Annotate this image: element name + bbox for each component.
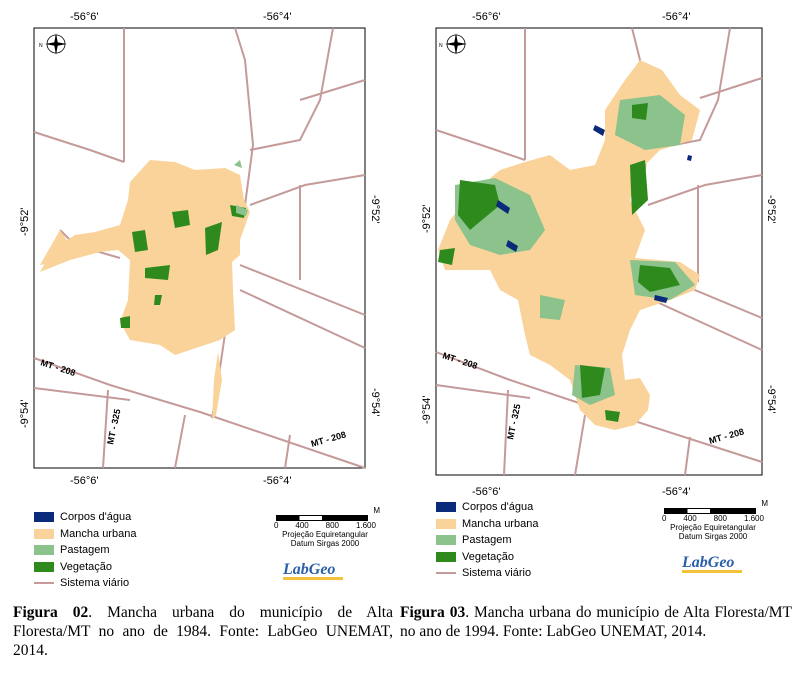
scale-bar-graphic xyxy=(664,508,756,514)
legend-item: Sistema viário xyxy=(436,565,538,582)
vegetation-swatch xyxy=(436,551,456,562)
legend-item: Pastagem xyxy=(34,542,136,559)
coord-right-lower: -9°54' xyxy=(369,388,381,417)
pasture-swatch xyxy=(436,535,456,546)
labgeo-logo: LabGeo xyxy=(682,554,752,576)
coord-bottom-left: -56°6' xyxy=(70,475,99,487)
urban-area xyxy=(438,60,700,430)
legend-item: Vegetação xyxy=(436,549,538,566)
coord-right-upper: -9°52' xyxy=(765,195,777,224)
legend-item: Mancha urbana xyxy=(34,526,136,543)
coord-bottom-left: -56°6' xyxy=(472,486,501,498)
scale-bar: M 0 400 800 1.600 Projeção Equiretangular D… xyxy=(658,499,768,541)
coord-left-upper: -9°52' xyxy=(19,207,31,236)
coord-bottom-right: -56°4' xyxy=(662,486,691,498)
road-swatch xyxy=(34,582,54,585)
coord-top-left: -56°6' xyxy=(472,11,501,23)
coord-top-right: -56°4' xyxy=(263,11,292,23)
water-swatch xyxy=(34,512,54,523)
legend-item: Vegetação xyxy=(34,559,136,576)
urban-swatch xyxy=(34,528,54,539)
legend-item: Corpos d'água xyxy=(34,509,136,526)
scale-unit: M xyxy=(373,506,380,515)
figure-caption: Figura 02. Mancha urbana do município de… xyxy=(13,604,393,659)
legend-item: Corpos d'água xyxy=(436,499,538,516)
legend: Corpos d'água Mancha urbana Pastagem Veg… xyxy=(34,509,136,592)
water-bodies xyxy=(496,125,692,303)
coord-left-lower: -9°54' xyxy=(19,399,31,428)
projection-label: Projeção Equiretangular xyxy=(282,530,368,539)
coord-right-upper: -9°52' xyxy=(369,195,381,224)
road-swatch xyxy=(436,572,456,575)
pasture-swatch xyxy=(34,545,54,556)
legend-item: Pastagem xyxy=(436,532,538,549)
pasture-patches xyxy=(234,160,248,216)
scale-unit: M xyxy=(761,499,768,508)
figure-caption: Figura 03. Mancha urbana do município de… xyxy=(400,604,793,640)
labgeo-logo: LabGeo xyxy=(283,561,353,583)
coord-right-lower: -9°54' xyxy=(765,385,777,414)
map-1984: N MT - 208 MT - 208 MT - 325 -56°6' -56°… xyxy=(19,11,381,487)
water-swatch xyxy=(436,502,456,513)
compass-n-label: N xyxy=(39,43,43,49)
urban-area xyxy=(40,160,250,355)
datum-label: Datum Sirgas 2000 xyxy=(290,539,360,548)
map-panel-1984: N MT - 208 MT - 208 MT - 325 -56°6' -56°… xyxy=(0,0,400,672)
vegetation-patches xyxy=(438,103,680,422)
urban-swatch xyxy=(436,518,456,529)
north-arrow-icon: N xyxy=(439,33,467,55)
legend-item: Mancha urbana xyxy=(436,516,538,533)
scale-bar-graphic xyxy=(276,515,368,521)
coord-left-lower: -9°54' xyxy=(421,395,433,424)
urban-area-west xyxy=(40,230,70,265)
legend-item: Sistema viário xyxy=(34,575,136,592)
map-1994: N MT - 208 MT - 208 MT - 325 -56°6' -56°… xyxy=(421,11,777,498)
legend: Corpos d'água Mancha urbana Pastagem Veg… xyxy=(436,499,538,582)
urban-area-strip xyxy=(212,352,222,420)
map-panel-1994: N MT - 208 MT - 208 MT - 325 -56°6' -56°… xyxy=(400,0,799,672)
coord-top-left: -56°6' xyxy=(70,11,99,23)
scale-bar: M 0 400 800 1.600 Projeção Equiretangular D… xyxy=(270,506,380,548)
projection-label: Projeção Equiretangular xyxy=(670,523,756,532)
north-arrow-icon: N xyxy=(39,33,67,55)
coord-top-right: -56°4' xyxy=(662,11,691,23)
road-network xyxy=(435,27,763,476)
coord-bottom-right: -56°4' xyxy=(263,475,292,487)
vegetation-swatch xyxy=(34,561,54,572)
datum-label: Datum Sirgas 2000 xyxy=(678,532,748,541)
coord-left-upper: -9°52' xyxy=(421,204,433,233)
compass-n-label: N xyxy=(439,43,443,49)
